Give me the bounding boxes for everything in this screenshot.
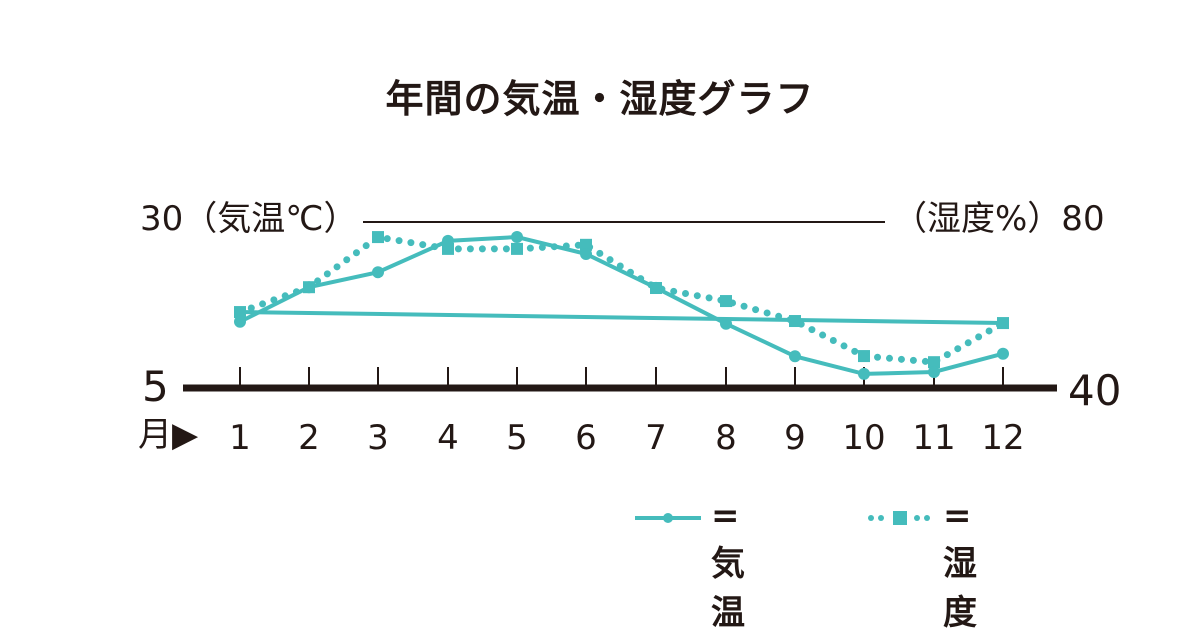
left-axis-top-label: 30（気温℃） xyxy=(140,199,358,239)
month-label: 11 xyxy=(912,418,956,458)
chart-title: 年間の気温・湿度グラフ xyxy=(385,77,815,121)
month-label: 12 xyxy=(981,418,1025,458)
temperature-series xyxy=(234,230,1009,380)
temperature-point xyxy=(372,266,384,279)
humidity-point xyxy=(580,238,592,251)
humidity-point xyxy=(789,315,801,328)
temperature-point xyxy=(650,281,662,294)
temperature-point xyxy=(511,230,523,243)
humidity-point xyxy=(234,306,246,319)
right-axis-top-label: （湿度%）80 xyxy=(893,199,1105,239)
month-label: 9 xyxy=(784,418,806,458)
humidity-point xyxy=(511,242,523,255)
month-label: 5 xyxy=(506,418,528,458)
month-label: 3 xyxy=(367,418,389,458)
temperature-point xyxy=(997,347,1009,360)
month-label: 4 xyxy=(437,418,459,458)
x-axis-prefix: 月▶ xyxy=(138,415,199,455)
legend-humidity-icon xyxy=(868,511,930,525)
month-label: 10 xyxy=(842,418,886,458)
humidity-line xyxy=(236,233,1007,366)
temperature-point xyxy=(442,234,454,247)
x-axis-ticks xyxy=(239,367,1004,386)
right-axis-bottom-label: 40 xyxy=(1068,366,1122,415)
temperature-point xyxy=(234,315,246,328)
plot-area xyxy=(183,221,1057,392)
temperature-point xyxy=(720,317,732,330)
temperature-point xyxy=(303,281,315,294)
month-label: 8 xyxy=(715,418,737,458)
temperature-point xyxy=(580,247,592,260)
legend-temperature-icon xyxy=(635,513,701,523)
legend-humidity-label: = 湿度 xyxy=(943,496,977,633)
straight-trend-line xyxy=(239,310,1004,325)
temperature-line xyxy=(239,234,1004,376)
month-label: 2 xyxy=(298,418,320,458)
humidity-point xyxy=(928,356,940,369)
month-label: 7 xyxy=(645,418,667,458)
humidity-point xyxy=(858,350,870,363)
left-axis-bottom-label: 5 xyxy=(142,362,169,411)
temperature-point xyxy=(858,367,870,380)
temperature-point xyxy=(928,365,940,378)
legend-temperature-label: = 気温 xyxy=(711,496,745,633)
month-label: 6 xyxy=(575,418,597,458)
humidity-series xyxy=(234,231,1009,369)
humidity-point xyxy=(372,231,384,244)
temperature-point xyxy=(789,350,801,363)
month-label: 1 xyxy=(229,418,251,458)
humidity-point xyxy=(720,295,732,308)
humidity-point xyxy=(997,317,1009,330)
